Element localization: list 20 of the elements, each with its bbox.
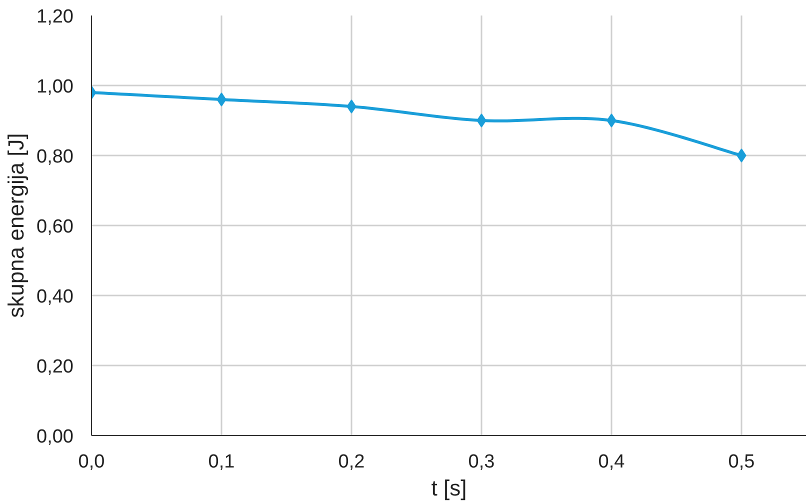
point [476, 114, 486, 128]
y-axis-title: skupna energija [J] [4, 133, 29, 318]
x-tick-label: 0,0 [78, 452, 105, 472]
point [346, 100, 356, 114]
y-tick-label: 0,20 [36, 356, 74, 378]
y-tick-label: 0,00 [36, 426, 74, 448]
y-tick-label: 0,80 [36, 146, 74, 168]
x-tick-label: 0,3 [468, 452, 495, 472]
y-tick-label: 1,00 [36, 76, 74, 98]
x-tick-label: 0,2 [338, 452, 365, 472]
x-axis-title: t [s] [431, 476, 467, 500]
point [606, 114, 616, 128]
point [736, 148, 746, 162]
x-tick-label: 0,5 [728, 452, 755, 472]
x-tick-label: 0,1 [208, 452, 235, 472]
y-tick-label: 1,20 [36, 6, 74, 28]
y-tick-label: 0,40 [36, 286, 74, 308]
point [216, 92, 226, 106]
y-tick-label: 0,60 [36, 216, 74, 238]
x-tick-label: 0,4 [598, 452, 626, 472]
